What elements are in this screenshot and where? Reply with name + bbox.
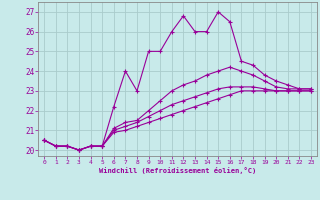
X-axis label: Windchill (Refroidissement éolien,°C): Windchill (Refroidissement éolien,°C) (99, 167, 256, 174)
